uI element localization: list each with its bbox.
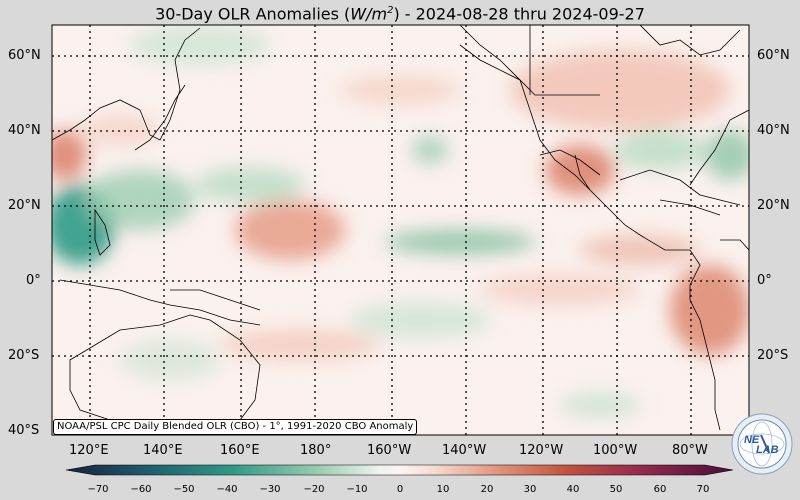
lon-label-140w: 140°W (442, 443, 487, 458)
lat-label-right-0: 0° (757, 273, 772, 288)
colorbar (65, 464, 734, 476)
lon-label-100w: 100°W (593, 443, 638, 458)
title-units: W/m (350, 4, 388, 24)
logo-text-line1: NE (744, 434, 760, 446)
lon-label-160e: 160°E (220, 443, 260, 458)
map-frame (51, 24, 750, 436)
colorbar-tick: 60 (653, 484, 667, 495)
lat-label-left-20s: 20°S (8, 348, 40, 363)
lat-label-right-60n: 60°N (757, 48, 790, 63)
map-title: 30-Day OLR Anomalies (W/m2) - 2024-08-28… (0, 0, 800, 24)
colorbar-tick: 0 (396, 484, 404, 495)
lon-label-140e: 140°E (143, 443, 183, 458)
colorbar-tick: −50 (173, 484, 195, 495)
lat-label-right-20n: 20°N (757, 198, 790, 213)
colorbar-tick: −60 (130, 484, 152, 495)
colorbar-tick: −10 (346, 484, 368, 495)
nexlab-logo-icon[interactable]: NE LAB (731, 413, 793, 475)
graticule (52, 25, 749, 435)
anomaly-field (52, 25, 749, 417)
title-units-exponent: 2 (387, 5, 394, 16)
lon-label-80w: 80°W (672, 443, 708, 458)
colorbar-tick: 50 (609, 484, 623, 495)
colorbar-tick: −40 (216, 484, 238, 495)
colorbar-tick: 30 (523, 484, 537, 495)
lat-label-left-0: 0° (26, 273, 41, 288)
colorbar-tick: −30 (259, 484, 281, 495)
colorbar-tick: 70 (696, 484, 710, 495)
lon-label-120w: 120°W (519, 443, 564, 458)
data-source-credit: NOAA/PSL CPC Daily Blended OLR (CBO) - 1… (53, 419, 418, 435)
colorbar-tick: −70 (87, 484, 109, 495)
lat-label-left-40s: 40°S (8, 423, 40, 438)
title-prefix: 30-Day OLR Anomalies ( (155, 4, 351, 24)
lat-label-left-40n: 40°N (8, 123, 41, 138)
colorbar-tick: 10 (436, 484, 450, 495)
lat-label-right-20s: 20°S (757, 348, 789, 363)
colorbar-tick: 20 (480, 484, 494, 495)
coastlines (52, 25, 749, 431)
lon-label-180: 180° (300, 443, 332, 458)
lat-label-right-40n: 40°N (757, 123, 790, 138)
colorbar-tick: −20 (303, 484, 325, 495)
lat-label-left-60n: 60°N (8, 48, 41, 63)
lon-label-160w: 160°W (367, 443, 412, 458)
title-suffix: ) - 2024-08-28 thru 2024-09-27 (393, 4, 645, 24)
colorbar-tick: 40 (566, 484, 580, 495)
lon-label-120e: 120°E (69, 443, 109, 458)
lat-label-left-20n: 20°N (8, 198, 41, 213)
